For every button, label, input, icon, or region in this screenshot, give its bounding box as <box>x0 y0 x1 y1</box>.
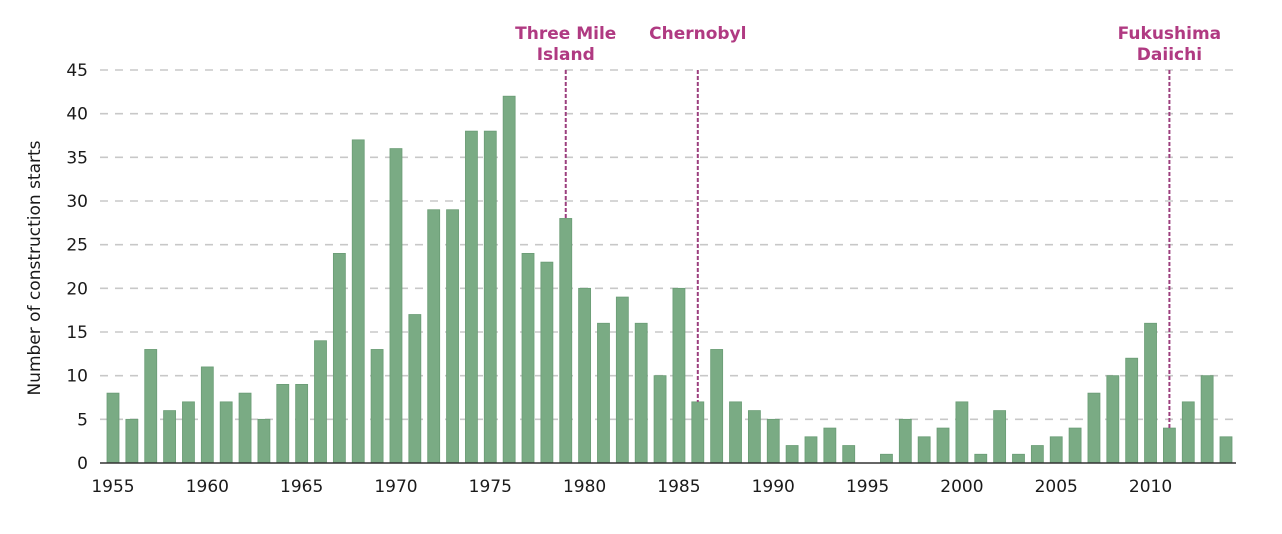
bar-1968 <box>351 139 365 464</box>
y-tick-label: 10 <box>66 367 88 387</box>
y-tick-label: 40 <box>66 105 88 125</box>
bar-1982 <box>615 296 629 464</box>
bar-1965 <box>295 383 309 464</box>
bar-1969 <box>370 349 384 464</box>
x-tick-label: 1980 <box>563 477 606 497</box>
bar-1978 <box>540 261 554 464</box>
bar-2001 <box>974 453 988 464</box>
y-axis-ticks: 0 5 10 15 20 25 30 35 40 45 <box>66 61 88 474</box>
bar-1973 <box>446 209 459 464</box>
annotation-label: Island <box>537 45 595 65</box>
x-tick-label: 1995 <box>846 477 889 497</box>
bar-1963 <box>257 418 271 464</box>
bar-1989 <box>747 410 761 464</box>
bar-1983 <box>634 322 648 464</box>
bar-1999 <box>936 427 950 464</box>
y-tick-label: 0 <box>77 454 88 474</box>
x-tick-label: 1990 <box>752 477 795 497</box>
gridlines <box>100 69 1236 421</box>
bar-1984 <box>653 375 667 464</box>
bar-1957 <box>144 349 158 464</box>
x-axis-ticks: 1955 1960 1965 1970 1975 1980 1985 1990 1995 2000… <box>91 477 1172 497</box>
bar-2003 <box>1012 453 1025 464</box>
y-tick-label: 45 <box>66 61 88 81</box>
bar-2004 <box>1030 445 1044 464</box>
annotation-label: Fukushima <box>1118 24 1222 44</box>
annotation-label: Three Mile <box>515 24 616 44</box>
x-tick-label: 1985 <box>657 477 700 497</box>
y-tick-label: 5 <box>77 410 88 430</box>
bar-1977 <box>521 252 535 464</box>
y-tick-label: 20 <box>66 279 88 299</box>
bar-1985 <box>672 287 686 464</box>
bar-2014 <box>1219 436 1233 464</box>
bar-1955 <box>106 392 120 464</box>
x-tick-label: 1975 <box>469 477 512 497</box>
bar-1964 <box>276 383 290 464</box>
bar-2002 <box>993 410 1007 464</box>
bar-1959 <box>182 401 195 464</box>
bar-2008 <box>1106 375 1120 464</box>
bar-2009 <box>1125 357 1139 464</box>
x-tick-label: 1955 <box>91 477 134 497</box>
bar-1970 <box>389 148 403 464</box>
annotation-label: Chernobyl <box>649 24 746 44</box>
y-tick-label: 15 <box>66 323 88 343</box>
y-tick-label: 35 <box>66 148 88 168</box>
bar-1992 <box>804 436 818 464</box>
x-tick-label: 1965 <box>280 477 323 497</box>
bar-1993 <box>823 427 837 464</box>
bar-1994 <box>842 445 856 464</box>
bar-1987 <box>710 349 724 464</box>
bar-1988 <box>729 401 742 464</box>
bar-1972 <box>427 209 441 464</box>
y-tick-label: 25 <box>66 236 88 256</box>
bars <box>106 95 1233 464</box>
bar-2011 <box>1163 427 1176 464</box>
bar-1986 <box>691 401 705 464</box>
bar-2007 <box>1087 392 1101 464</box>
bar-1990 <box>766 418 780 464</box>
bar-1975 <box>483 130 497 464</box>
bar-1998 <box>917 436 931 464</box>
bar-1991 <box>785 445 799 464</box>
bar-2006 <box>1068 427 1082 464</box>
x-tick-label: 2000 <box>940 477 983 497</box>
bar-2000 <box>955 401 969 464</box>
x-tick-label: 2005 <box>1035 477 1078 497</box>
bar-1962 <box>238 392 252 464</box>
bar-2013 <box>1200 375 1214 464</box>
y-tick-label: 30 <box>66 192 88 212</box>
bar-1967 <box>332 252 346 464</box>
bar-1979 <box>559 218 573 464</box>
bar-1961 <box>219 401 233 464</box>
bar-1980 <box>578 287 592 464</box>
bar-1997 <box>898 418 912 464</box>
bar-1976 <box>502 95 516 464</box>
x-tick-label: 2010 <box>1129 477 1172 497</box>
bar-1996 <box>880 453 893 464</box>
bar-1956 <box>125 418 139 464</box>
bar-2005 <box>1049 436 1063 464</box>
bar-1958 <box>163 410 176 464</box>
bar-1966 <box>314 340 327 464</box>
x-tick-label: 1960 <box>186 477 229 497</box>
bar-1974 <box>465 130 478 464</box>
bar-1981 <box>597 322 610 464</box>
annotation-label: Daiichi <box>1137 45 1202 65</box>
bar-2012 <box>1181 401 1195 464</box>
x-tick-label: 1970 <box>374 477 417 497</box>
bar-2010 <box>1144 322 1157 464</box>
bar-1971 <box>408 314 422 464</box>
y-axis-title: Number of construction starts <box>25 140 45 395</box>
bar-1960 <box>200 366 214 464</box>
